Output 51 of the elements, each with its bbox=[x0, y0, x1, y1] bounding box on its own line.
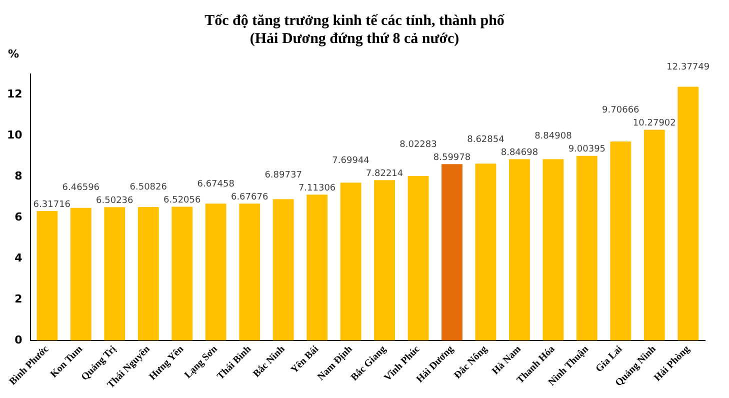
data-label: 8.02283 bbox=[400, 140, 437, 150]
data-label: 6.50826 bbox=[130, 182, 168, 193]
bar bbox=[239, 204, 260, 340]
data-label: 6.67676 bbox=[230, 192, 268, 202]
y-axis-title: % bbox=[8, 47, 20, 60]
data-label: 12.37749 bbox=[666, 62, 710, 73]
data-label: 9.00395 bbox=[568, 144, 606, 155]
bar bbox=[172, 206, 193, 340]
bar bbox=[272, 199, 294, 340]
data-label: 6.46596 bbox=[62, 183, 100, 194]
bar bbox=[678, 86, 699, 340]
text: Tốc độ tăng trưởng kinh tế các tỉnh, thành phố bbox=[204, 12, 504, 29]
bar bbox=[610, 141, 632, 340]
data-label: 8.84908 bbox=[534, 132, 572, 142]
data-label: 8.59978 bbox=[433, 153, 471, 164]
data-label: 8.62854 bbox=[467, 134, 505, 145]
data-label: 6.31716 bbox=[33, 200, 71, 210]
bar bbox=[70, 208, 92, 340]
bar bbox=[509, 159, 530, 340]
data-label: 6.50236 bbox=[96, 196, 134, 206]
data-label: 7.82214 bbox=[366, 168, 404, 179]
y-tick-label: 4 bbox=[14, 251, 23, 264]
bar bbox=[576, 156, 598, 340]
y-tick-label: 8 bbox=[14, 169, 22, 182]
bar bbox=[306, 194, 328, 340]
data-label: 6.89737 bbox=[264, 170, 302, 180]
bar bbox=[442, 164, 462, 340]
y-tick-label: 2 bbox=[14, 292, 22, 306]
bar bbox=[408, 176, 429, 340]
data-label: 7.11306 bbox=[298, 183, 336, 194]
y-tick-label: 12 bbox=[6, 87, 22, 100]
bar bbox=[104, 207, 126, 340]
text: (Hải Dương đứng thứ 8 cả nước) bbox=[250, 30, 460, 47]
bar bbox=[644, 130, 665, 340]
y-tick-label: 6 bbox=[14, 210, 23, 224]
bar bbox=[138, 207, 159, 340]
x-tick-label: Gia Lai bbox=[594, 344, 625, 375]
data-label: 8.84698 bbox=[500, 148, 538, 158]
data-label: 10.27902 bbox=[632, 118, 676, 129]
data-label: 6.52056 bbox=[164, 196, 201, 206]
bar bbox=[374, 180, 395, 340]
bar bbox=[340, 182, 362, 340]
bar bbox=[542, 159, 564, 340]
data-label: 9.70666 bbox=[602, 106, 640, 116]
bar bbox=[475, 164, 496, 340]
data-label: 7.69944 bbox=[332, 156, 370, 166]
y-tick-label: 10 bbox=[6, 128, 23, 142]
bar bbox=[205, 204, 226, 340]
bar bbox=[36, 210, 58, 340]
data-label: 6.67458 bbox=[197, 179, 235, 190]
y-tick-label: 0 bbox=[14, 333, 23, 346]
